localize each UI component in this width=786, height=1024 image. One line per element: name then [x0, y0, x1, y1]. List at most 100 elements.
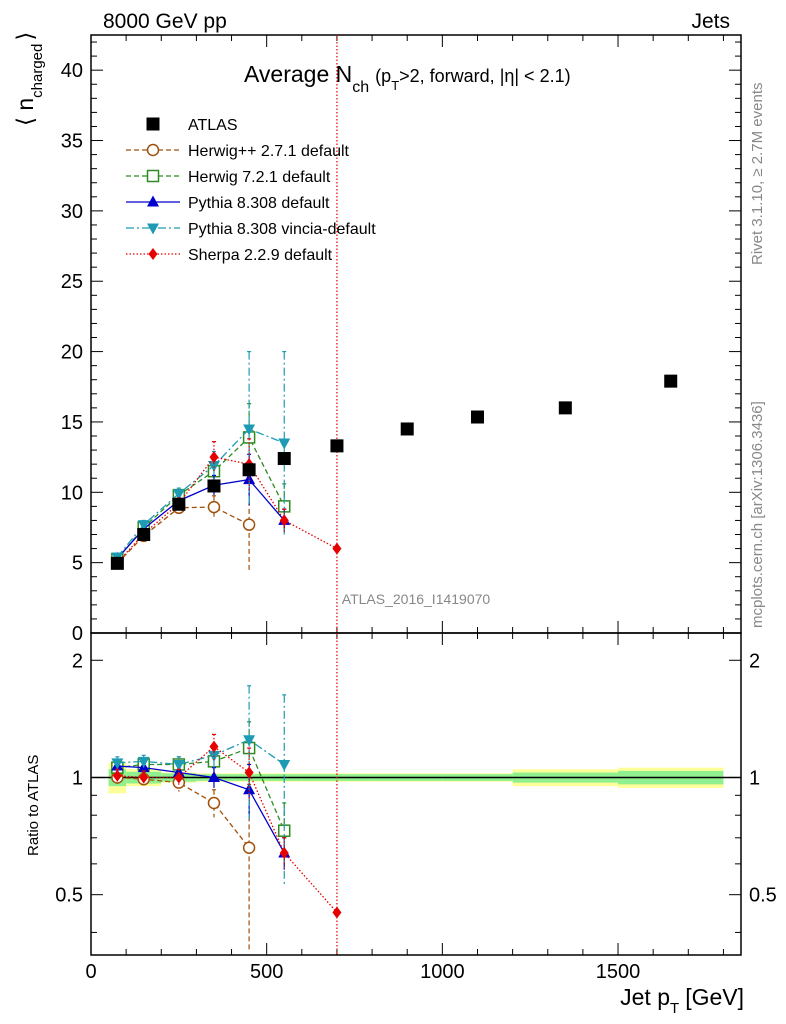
x-tick-label: 1500	[596, 961, 641, 983]
y-tick-label: 25	[61, 271, 83, 293]
main-point-sherpa	[209, 451, 219, 464]
mcplots-label: mcplots.cern.ch [arXiv:1306.3436]	[749, 401, 766, 628]
ylabel-close: ⟩	[12, 32, 38, 41]
main-plot-data	[110, 350, 678, 573]
ratio-tick-label: 1	[72, 767, 83, 789]
main-point-atlas	[330, 439, 344, 453]
ratio-point-vincia	[243, 735, 256, 747]
title-main: Average N	[244, 61, 352, 87]
rivet-label: Rivet 3.1.10, ≥ 2.7M events	[749, 83, 766, 266]
main-point-sherpa	[279, 514, 289, 527]
x-tick-label: 1000	[420, 961, 465, 983]
main-point-herwigpp	[207, 500, 221, 514]
ratio-point-vincia	[111, 758, 124, 770]
ratio-point-sherpa	[244, 766, 254, 779]
ratio-point-sherpa	[279, 846, 289, 859]
main-point-vincia	[137, 520, 150, 532]
main-point-atlas	[277, 452, 291, 466]
legend-label-herwig7: Herwig 7.2.1 default	[188, 169, 331, 186]
ratio-point-sherpa	[112, 769, 122, 782]
legend-marker-sherpa	[148, 248, 158, 260]
x-tick-label: 0	[85, 961, 96, 983]
legend-marker-herwig7	[146, 169, 160, 183]
main-point-atlas	[400, 422, 414, 436]
legend-marker-atlas	[146, 117, 160, 131]
ylabel-sub: charged	[29, 44, 46, 98]
main-point-atlas	[664, 374, 678, 388]
ratio-point-herwigpp	[242, 841, 256, 854]
y-tick-label: 20	[61, 342, 83, 364]
ratio-series-herwigpp	[111, 770, 256, 951]
main-point-atlas	[110, 556, 124, 570]
title-cond-rest: >2, forward, |η| < 2.1)	[399, 66, 570, 86]
x-axis-label: Jet pT [GeV]	[620, 984, 744, 1017]
ratio-point-sherpa	[139, 771, 149, 784]
analysis-watermark: ATLAS_2016_I1419070	[342, 591, 491, 607]
main-point-atlas	[470, 410, 484, 424]
ratio-point-sherpa	[209, 740, 219, 753]
y-tick-label: 5	[72, 553, 83, 575]
main-point-vincia	[172, 489, 185, 501]
legend-label-sherpa: Sherpa 2.2.9 default	[188, 247, 333, 264]
ylabel-main: ⟨ n	[12, 98, 38, 126]
ratio-line-herwigpp	[117, 776, 250, 849]
main-point-herwigpp	[242, 518, 256, 531]
legend: ATLAS Herwig++ 2.7.1 default Herwig 7.2.1 …	[126, 117, 376, 264]
ratio-point-vincia	[137, 756, 150, 768]
ratio-tick-label: 2	[72, 650, 83, 672]
ratio-tick-label-right: 1	[749, 767, 760, 789]
header-right: Jets	[691, 10, 730, 33]
xlabel-main: Jet p	[620, 984, 670, 1010]
ratio-series-herwig7	[111, 721, 291, 864]
main-series-pythia	[111, 453, 291, 563]
main-line-pythia	[116, 478, 285, 559]
y-tick-label: 10	[61, 482, 83, 504]
ratio-tick-label: 0.5	[55, 885, 83, 907]
ratio-y-axis-label: Ratio to ATLAS	[25, 755, 42, 856]
ratio-point-herwigpp	[207, 796, 221, 810]
ratio-line-pythia	[117, 765, 285, 854]
main-point-atlas	[242, 463, 256, 477]
ratio-series-sherpa	[112, 733, 342, 919]
main-line-herwigpp	[116, 506, 250, 564]
main-series-sherpa	[112, 438, 342, 569]
ratio-plot-data	[111, 685, 342, 951]
x-tick-label: 500	[250, 961, 283, 983]
main-point-vincia	[243, 424, 256, 436]
main-point-atlas	[172, 497, 186, 511]
xlabel-sub: T	[670, 1000, 679, 1017]
ratio-point-vincia	[172, 759, 185, 771]
ratio-tick-label-right: 0.5	[749, 885, 777, 907]
main-line-sherpa	[116, 456, 338, 564]
main-point-atlas	[558, 401, 572, 415]
legend-marker-pythia	[147, 195, 159, 207]
header-left: 8000 GeV pp	[103, 10, 227, 33]
xlabel-unit: [GeV]	[685, 984, 744, 1010]
y-tick-label: 30	[61, 201, 83, 223]
y-tick-label: 0	[72, 623, 83, 645]
main-point-sherpa	[332, 542, 342, 555]
main-point-atlas	[137, 528, 151, 542]
y-tick-label: 40	[61, 60, 83, 82]
main-point-vincia	[278, 438, 291, 450]
ratio-plot-frame	[90, 632, 742, 956]
ratio-point-vincia	[278, 759, 291, 771]
ratio-point-pythia	[207, 770, 220, 782]
title-cond: (p	[375, 66, 391, 86]
legend-label-vincia: Pythia 8.308 vincia-default	[188, 221, 376, 238]
legend-label-pythia: Pythia 8.308 default	[188, 195, 330, 212]
ratio-point-sherpa	[174, 771, 184, 784]
y-tick-label: 35	[61, 131, 83, 153]
legend-label-atlas: ATLAS	[188, 117, 238, 134]
main-point-atlas	[207, 479, 221, 493]
title-sub: ch	[352, 79, 369, 96]
legend-marker-herwigpp	[146, 143, 160, 157]
legend-label-herwigpp: Herwig++ 2.7.1 default	[188, 143, 350, 160]
ratio-tick-label-right: 2	[749, 650, 760, 672]
y-axis-label: ⟨ ncharged ⟩	[12, 32, 46, 126]
y-tick-label: 15	[61, 412, 83, 434]
legend-marker-vincia	[147, 223, 159, 235]
ratio-point-sherpa	[332, 906, 342, 919]
main-series-atlas	[110, 374, 678, 570]
